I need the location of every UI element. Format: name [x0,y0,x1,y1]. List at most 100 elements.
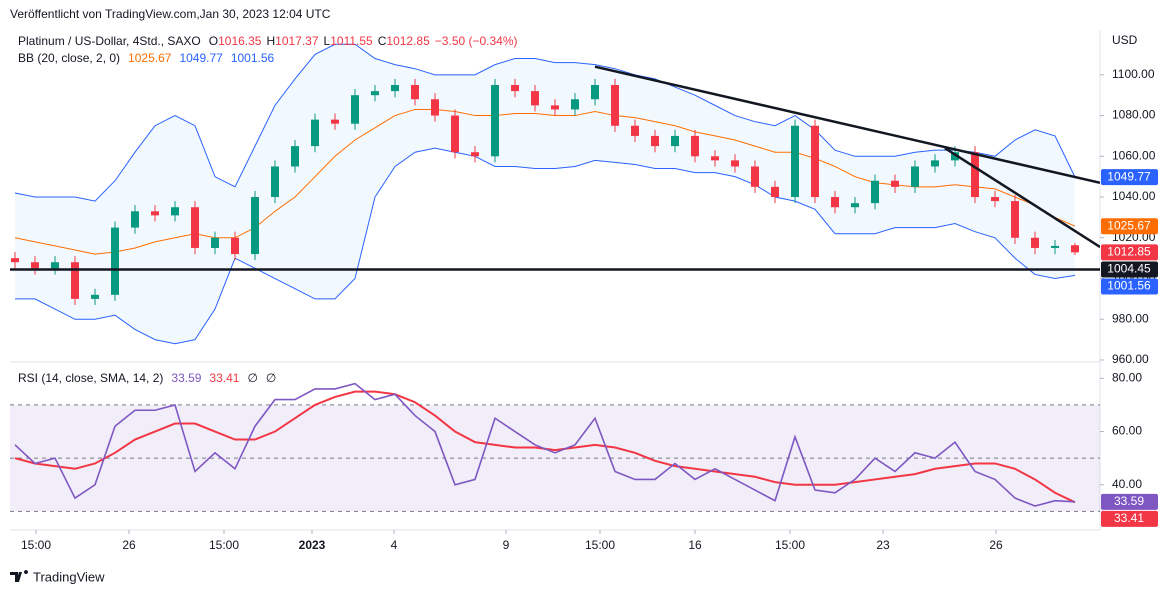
bb-line [15,147,1076,345]
candle-body [471,152,479,157]
candle-body [651,135,659,147]
candle-body [91,294,99,299]
candle-body [271,166,279,198]
legend-item: O [209,34,218,48]
candle-body [851,203,859,208]
candle-body [911,166,919,187]
price-pane [10,43,1100,345]
price-label: 33.59 [1114,494,1144,508]
legend-item: 1011.55 [330,34,373,48]
price-label-box [1101,169,1158,186]
bb-line [14,43,1076,202]
candle-body [871,180,879,204]
x-tick-label: 15:00 [775,538,805,552]
currency: USD [1112,33,1138,47]
candle-body [611,85,619,126]
candle-body [311,119,319,147]
price-label-box [1101,493,1158,510]
price-label-box [1101,510,1158,527]
brand-logo [10,570,28,582]
candle-body [231,237,239,255]
legend: Platinum / US-Dollar, 4Std., SAXO O1016.3… [18,34,518,48]
x-tick-label: 16 [688,538,702,552]
legend: RSI (14, close, SMA, 14, 2) 33.59 33.41 ∅ ∅ [18,371,276,385]
y-tick-label: 960.00 [1112,352,1149,366]
price-label: 1025.67 [1107,218,1151,232]
rsi-line [14,382,1076,507]
x-tick-label: 15:00 [21,538,51,552]
y-tick-label: 1040.00 [1112,189,1156,203]
candle-body [1071,245,1079,253]
candle-body [211,237,219,248]
candle-body [951,152,959,161]
candle-body [931,160,939,167]
candle-body [711,156,719,161]
trend-line [944,147,1100,248]
legend-item: 33.59 [171,371,201,385]
y-tick-label: 1080.00 [1112,108,1156,122]
candle-body [891,180,899,187]
y-tick-label: 40.00 [1112,477,1142,491]
y-tick-label: 1060.00 [1112,148,1156,162]
candle-body [111,227,119,295]
candle-body [131,211,139,228]
candle-body [591,85,599,100]
price-label: 1001.56 [1107,279,1151,293]
y-tick-label: 80.00 [1112,370,1142,384]
legend-item: ∅ [266,371,276,385]
candle-body [751,166,759,187]
candle-body [411,85,419,100]
candle-body [31,262,39,269]
x-tick-label: 4 [391,538,398,552]
candle-body [171,207,179,216]
candle-body [671,135,679,147]
legend-item: H [266,34,275,48]
candle-body [151,211,159,216]
candle-body [71,262,79,299]
legend-item: 33.41 [209,371,239,385]
legend-item: C [378,34,387,48]
price-label: 1012.85 [1107,245,1151,259]
candle-body [571,99,579,110]
legend-item: 1016.35 [218,34,262,48]
rsi-pane [10,382,1100,512]
trend-line [594,65,1100,184]
candle-body [831,197,839,208]
candle-body [331,119,339,124]
x-tick-label: 26 [122,538,136,552]
legend-item: 1012.85 [386,34,430,48]
x-tick-label: 15:00 [585,538,615,552]
x-tick-label: 2023 [299,538,326,552]
legend-item: RSI (14, close, SMA, 14, 2) [18,371,163,385]
price-label: 1004.45 [1107,262,1151,276]
candle-body [551,105,559,110]
axes: 960.00980.001000.001020.001040.001060.00… [18,33,1158,552]
legend-item: 1025.67 [128,51,172,65]
y-tick-label: 60.00 [1112,424,1142,438]
candle-body [1011,201,1019,238]
legend-item: 1017.37 [275,34,319,48]
price-label: 33.41 [1114,511,1144,525]
candle-body [1051,245,1059,248]
candle-body [391,85,399,92]
legend: BB (20, close, 2, 0) 1025.67 1049.77 1001.5… [18,51,275,65]
candle-body [791,125,799,198]
x-tick-label: 15:00 [209,538,239,552]
y-tick-label: 980.00 [1112,311,1149,325]
candle-body [491,85,499,157]
y-tick-label: 1100.00 [1112,67,1155,81]
candle-body [1031,237,1039,248]
candle-body [971,152,979,198]
published-note: Veröffentlicht von TradingView.com,Jan 3… [10,7,331,21]
candle-body [731,160,739,167]
legend-item: BB (20, close, 2, 0) [18,51,120,65]
legend-item: 1049.77 [179,51,223,65]
price-label-box [1101,218,1158,235]
candle-body [431,99,439,116]
price-label-box [1101,278,1158,295]
legend-item: −3.50 (−0.34%) [435,34,518,48]
candle-body [691,135,699,157]
